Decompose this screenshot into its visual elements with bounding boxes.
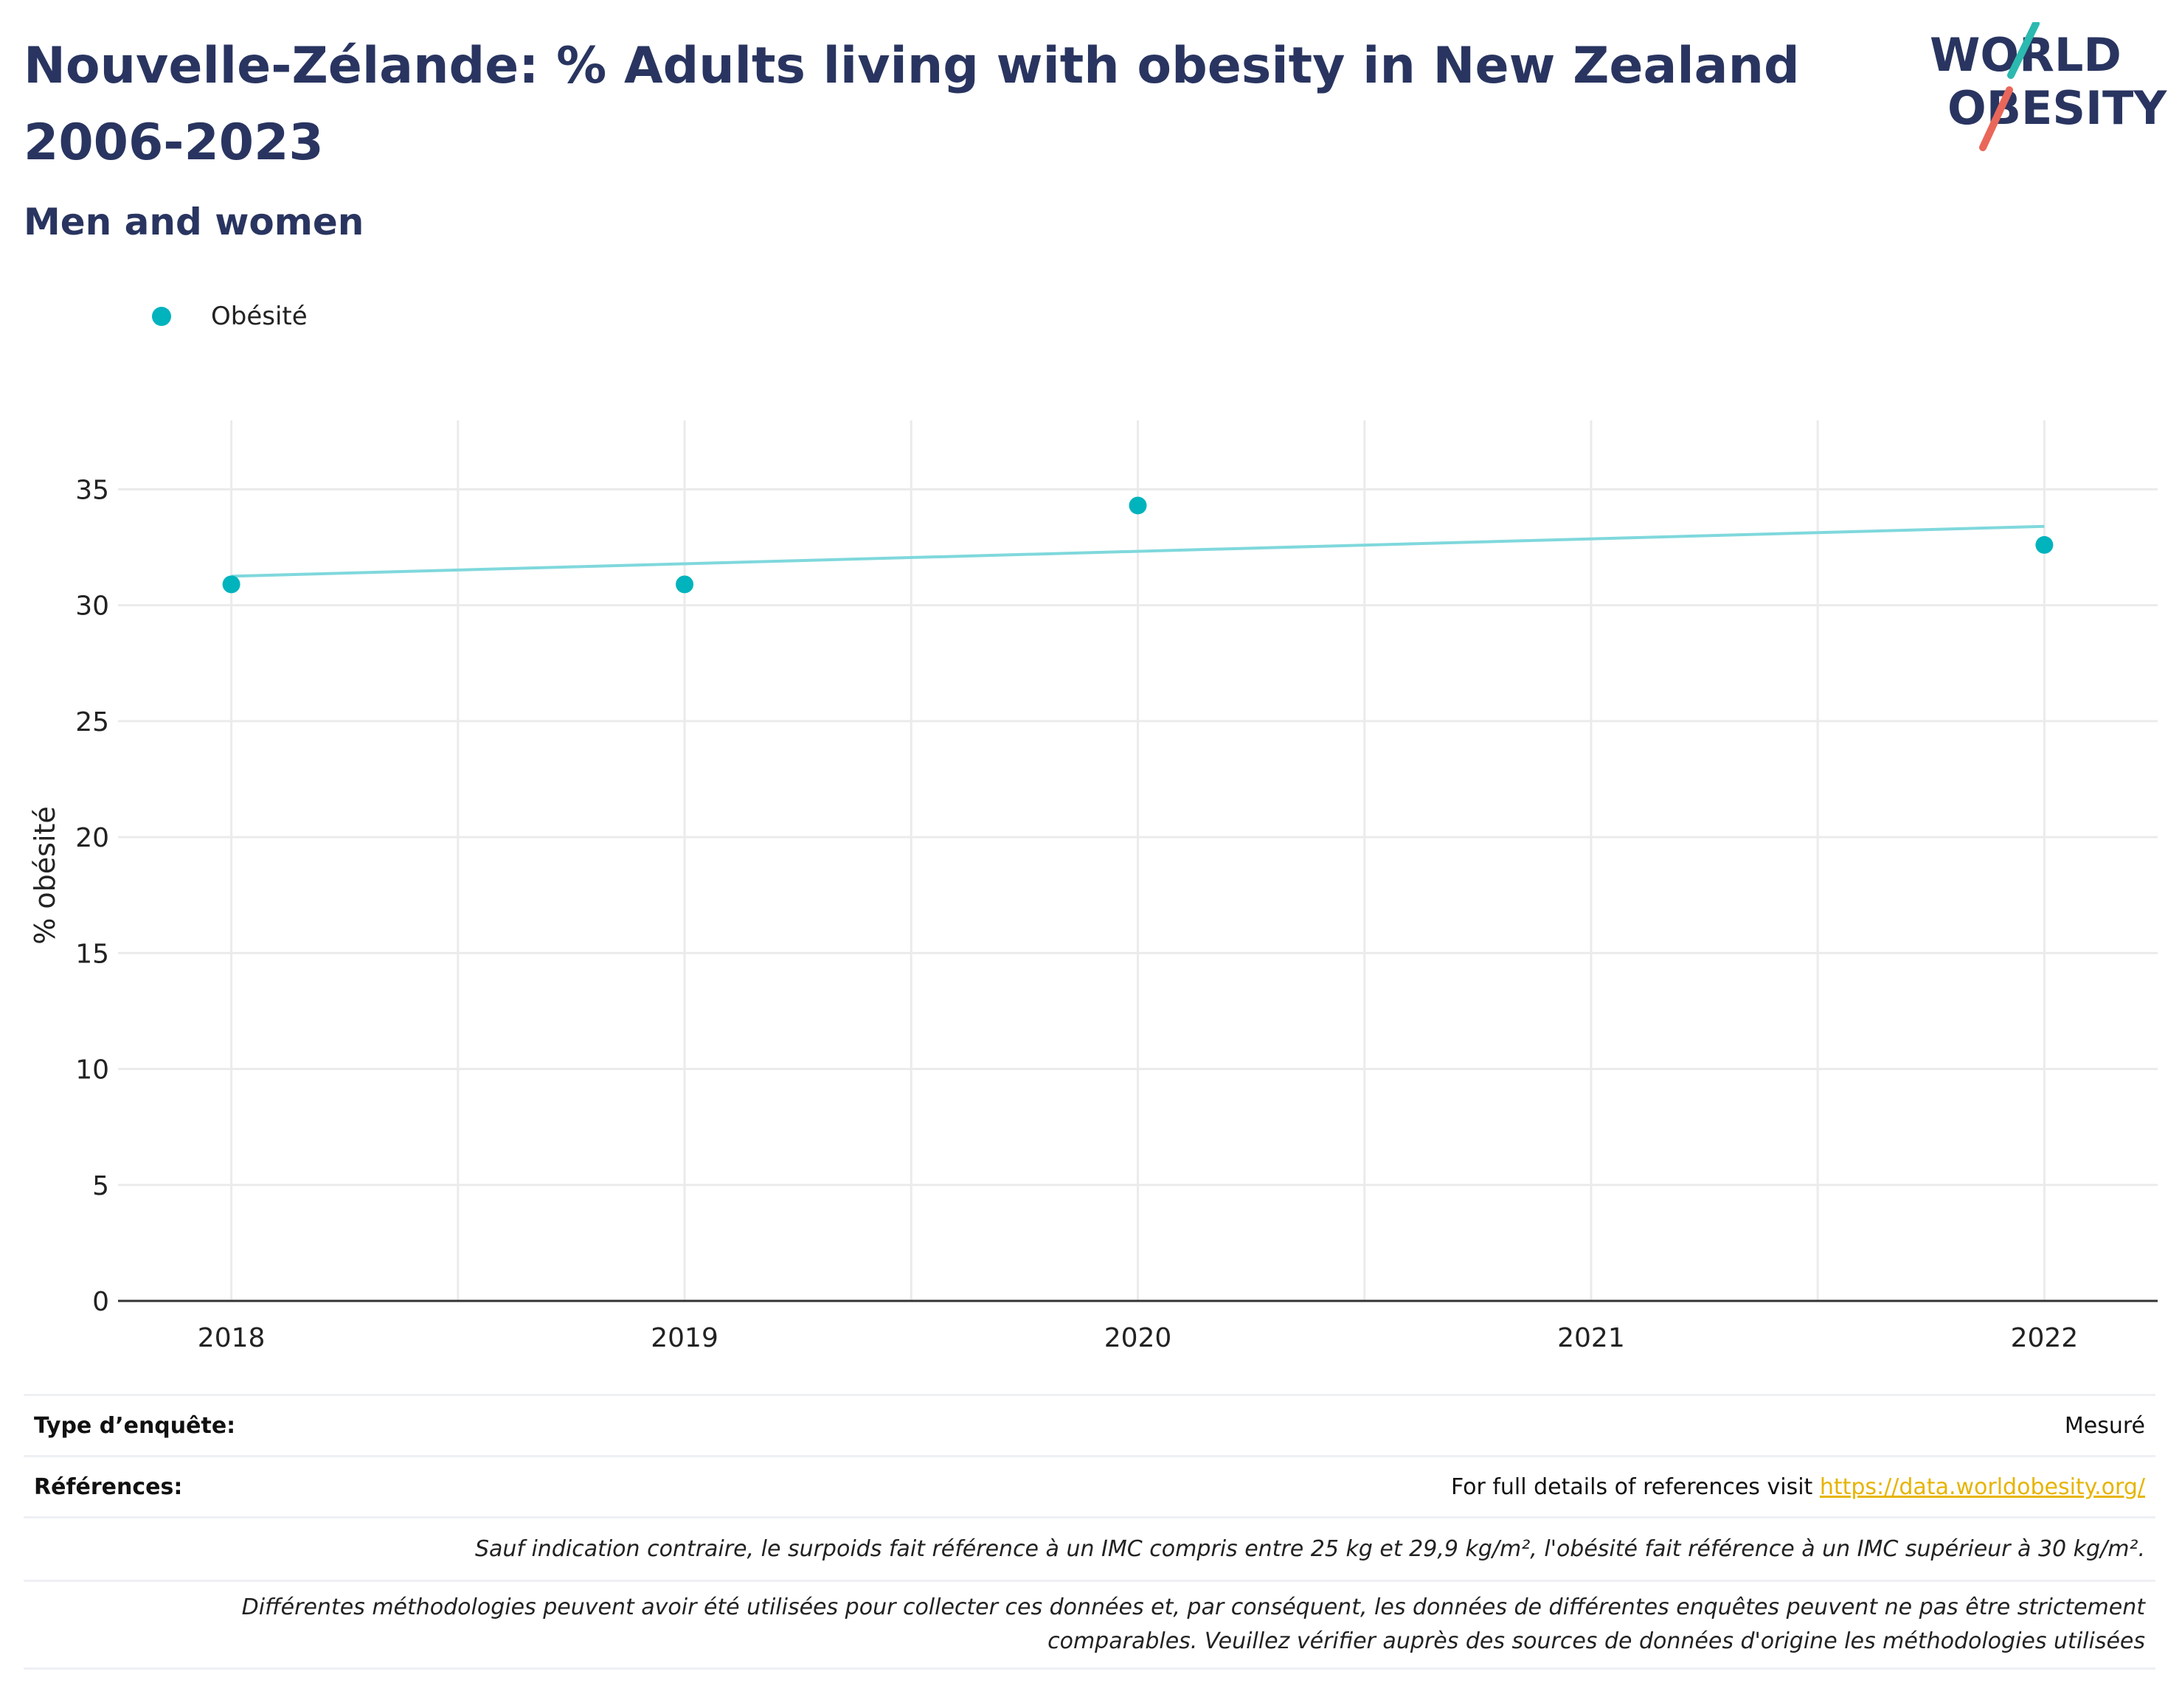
world-obesity-logo: WORLD OBESITY	[1925, 20, 2169, 155]
trendline	[231, 524, 2045, 578]
data-point[interactable]	[2035, 535, 2054, 554]
y-tick-label: 25	[75, 707, 109, 737]
references-link[interactable]: https://data.worldobesity.org/	[1819, 1473, 2145, 1500]
survey-type-row: Type d’enquête: Mesuré	[24, 1394, 2155, 1455]
data-point[interactable]	[676, 575, 694, 594]
methodology-note-line2: comparables. Veuillez vérifier auprès de…	[1047, 1628, 2145, 1654]
x-gridlines	[230, 420, 2046, 1301]
y-tick-label: 20	[75, 823, 109, 853]
methodology-note-line1: Différentes méthodologies peuvent avoir …	[241, 1594, 2145, 1620]
references-text: For full details of references visit	[1450, 1473, 1820, 1500]
legend-label: Obésité	[211, 302, 308, 331]
x-tick-label: 2019	[651, 1323, 718, 1353]
y-tick-label: 10	[75, 1055, 109, 1086]
trendline-group	[231, 524, 2045, 578]
survey-type-value: Mesuré	[2064, 1412, 2145, 1439]
references-value: For full details of references visit htt…	[1451, 1474, 2145, 1500]
y-tick-label: 0	[92, 1287, 109, 1317]
world-obesity-logo-graphic: WORLD OBESITY	[1930, 20, 2167, 151]
x-tick-label: 2021	[1557, 1323, 1625, 1353]
chart-title: Nouvelle-Zélande: % Adults living with o…	[24, 37, 1800, 172]
y-tick-label: 15	[75, 939, 109, 969]
x-tick-labels: 2018 2019 2020 2021 2022	[198, 1323, 2078, 1353]
logo-red-slash	[1979, 86, 2013, 151]
data-point[interactable]	[222, 575, 240, 594]
y-gridlines	[118, 487, 2158, 1187]
survey-type-label: Type d’enquête:	[34, 1412, 236, 1439]
y-tick-labels: 0 5 10 15 20 25 30 35	[75, 475, 109, 1317]
data-points	[222, 496, 2054, 594]
methodology-note: Différentes méthodologies peuvent avoir …	[242, 1591, 2145, 1659]
y-tick-label: 35	[75, 475, 109, 505]
references-row: Références: For full details of referenc…	[24, 1455, 2155, 1516]
chart-subtitle: Men and women	[24, 201, 364, 243]
y-axis-title: % obésité	[29, 806, 61, 945]
x-tick-label: 2018	[198, 1323, 266, 1353]
y-tick-label: 5	[92, 1171, 109, 1201]
x-tick-label: 2022	[2011, 1323, 2079, 1353]
logo-text-world: WORLD	[1930, 28, 2122, 82]
legend: Obésité	[152, 298, 308, 335]
info-table: Type d’enquête: Mesuré Références: For f…	[24, 1394, 2155, 1670]
definition-note-row: Sauf indication contraire, le surpoids f…	[24, 1516, 2155, 1580]
data-point[interactable]	[1129, 496, 1147, 515]
y-tick-label: 30	[75, 591, 109, 622]
definition-note: Sauf indication contraire, le surpoids f…	[474, 1536, 2145, 1562]
logo-teal-slash	[2007, 20, 2040, 79]
chart-plot: 0 5 10 15 20 25 30 35 2018 2019 2020 2021 2022 % ob…	[29, 420, 2158, 1353]
logo-text-obesity: OBESITY	[1947, 81, 2167, 135]
references-label: Références:	[34, 1473, 183, 1500]
legend-marker	[152, 307, 171, 326]
x-tick-label: 2020	[1104, 1323, 1172, 1353]
methodology-note-row: Différentes méthodologies peuvent avoir …	[24, 1580, 2155, 1670]
